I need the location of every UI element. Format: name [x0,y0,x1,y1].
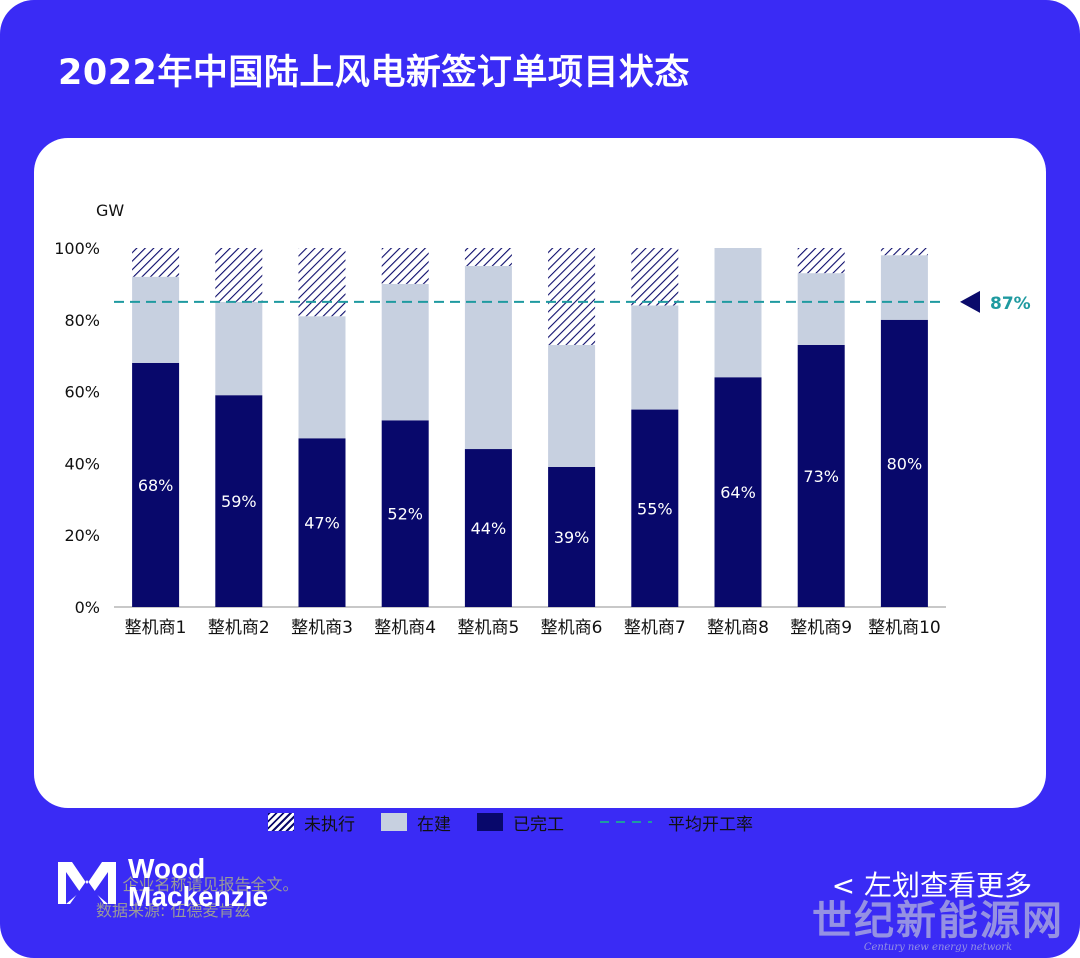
stacked-bar-chart: GW 0% 20% 40% 60% 80% 100% 68% 整机商1 59% 整机商2 47% 整机商… [54,201,1031,638]
bar-data-label: 52% [387,505,423,524]
bar-segment [381,420,429,607]
bar-data-label: 64% [720,483,756,502]
logo-text-line1: Wood [128,853,206,884]
bar-segment [381,283,429,421]
bar-segment [880,248,928,256]
x-category-label: 整机商10 [868,618,941,638]
legend-swatch-light [381,813,407,831]
legend-label: 已完工 [513,814,564,835]
y-tick-label: 60% [64,383,100,402]
bar-segment [381,248,429,284]
y-tick-label: 100% [54,239,100,258]
y-tick-label: 80% [64,311,100,330]
bar-segment [464,449,512,607]
bar-data-label: 68% [138,476,174,495]
wood-mackenzie-logo: Wood Mackenzie [58,855,268,911]
swipe-hint[interactable]: < 左划查看更多 [831,869,1032,902]
legend-item-unexecuted: 未执行 [268,810,355,835]
legend-item-completed: 已完工 [477,810,564,835]
watermark-sub: Century new energy network [863,942,1013,953]
bar-segment [298,316,346,439]
bar-segment [797,248,845,274]
legend-label: 在建 [417,814,451,835]
bar-data-label: 47% [304,514,340,533]
bar-segment [548,466,596,607]
x-category-label: 整机商2 [208,618,270,638]
bar-segment [215,301,263,396]
legend-label: 未执行 [304,814,355,835]
x-category-label: 整机商6 [541,618,603,638]
bar-segment [298,438,346,607]
bar-segment [548,344,596,467]
bar-segment [631,305,679,410]
bar-data-label: 44% [471,519,507,538]
bar-segment [714,248,762,378]
y-tick-label: 20% [64,526,100,545]
bar-data-label: 80% [887,454,923,473]
x-category-label: 整机商8 [707,618,769,638]
note-line: 注: 企业名称请见报告全文。 [96,875,299,894]
bar-segment [797,344,845,607]
logo-wordmark: Wood Mackenzie [128,855,268,911]
bar-segment [132,276,180,363]
bar-segment [548,248,596,345]
bar-data-label: 73% [803,467,839,486]
average-value-label: 87% [990,294,1031,314]
logo-text-line2: Mackenzie [128,881,269,912]
bar-segment [464,248,512,266]
watermark: 世纪新能源网 Century new energy network [812,897,1064,954]
x-category-label: 整机商4 [374,618,436,638]
bar-segment [215,395,263,607]
bar-segment [298,248,346,317]
y-tick-label: 0% [75,598,100,617]
bar-segment [880,255,928,320]
y-tick-label: 40% [64,454,100,473]
bar-segment [797,273,845,345]
x-category-label: 整机商9 [790,618,852,638]
bar-segment [631,409,679,607]
page-title: 2022年中国陆上风电新签订单项目状态 [58,53,690,93]
bar-data-label: 55% [637,499,673,518]
bar-data-label: 39% [554,528,590,547]
chart-card: GW 0% 20% 40% 60% 80% 100% 68% 整机商1 59% 整机商2 47% 整机商… [34,138,1046,920]
legend-item-under-construction: 在建 [381,810,451,835]
source-line: 数据来源: 伍德麦肯兹 [96,901,251,920]
wm-logo-icon [58,862,116,904]
legend-swatch-dark [477,813,503,831]
bar-segment [880,319,928,607]
legend-swatch-dash [600,821,652,823]
x-category-label: 整机商5 [457,618,519,638]
bar-segment [132,248,180,277]
x-category-label: 整机商7 [624,618,686,638]
bar-segment [215,248,263,302]
y-unit-label: GW [96,201,124,220]
legend-item-average: 平均开工率 [600,810,753,835]
legend-label: 平均开工率 [668,814,753,835]
chart-legend: 未执行 在建 已完工 平均开工率 [268,810,779,835]
average-marker-icon [960,290,980,313]
watermark-main: 世纪新能源网 [812,897,1064,944]
bar-segment [132,362,180,607]
x-category-label: 整机商1 [125,618,187,638]
chart-notes: 注: 企业名称请见报告全文。 数据来源: 伍德麦肯兹 [96,872,298,924]
bar-segment [714,377,762,607]
bar-segment [464,265,512,450]
legend-swatch-hatch [268,813,294,831]
x-category-label: 整机商3 [291,618,353,638]
bar-segment [631,248,679,306]
bar-data-label: 59% [221,492,257,511]
